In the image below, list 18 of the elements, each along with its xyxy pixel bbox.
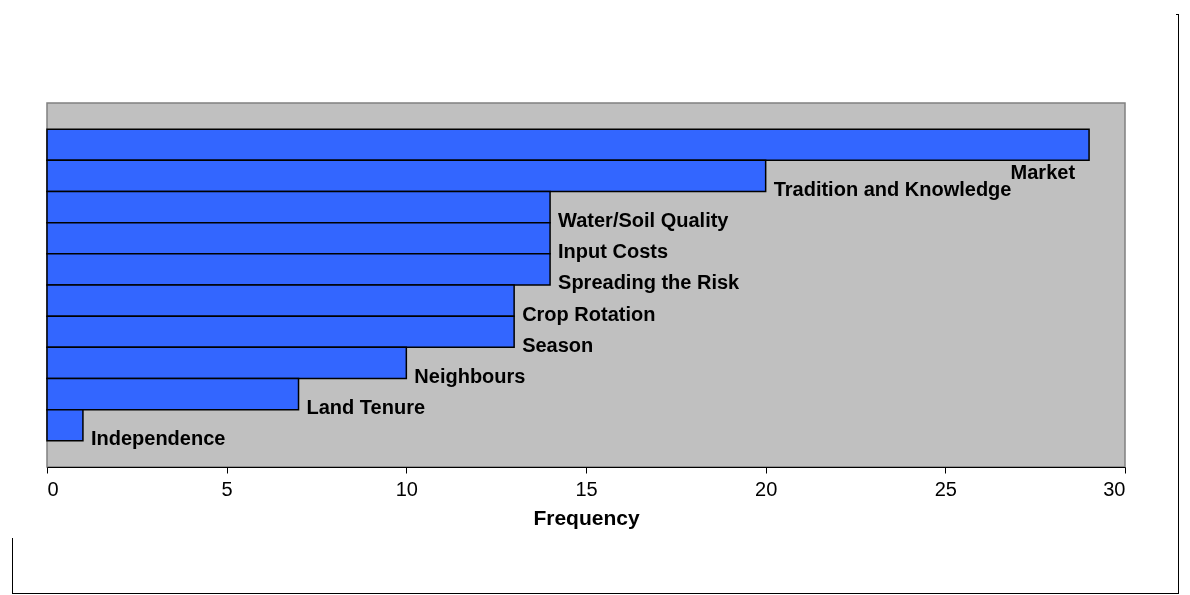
y-tick-label: Crop Rotation <box>522 302 656 325</box>
y-tick-label: Neighbours <box>414 364 526 387</box>
y-tick-label: Land Tenure <box>306 396 426 419</box>
x-tick-label: 0 <box>47 477 59 500</box>
y-tick-label: Spreading the Risk <box>558 271 741 294</box>
y-tick-label: Independence <box>90 427 226 450</box>
x-tick-label: 20 <box>755 477 778 500</box>
y-tick-label: Market <box>1010 160 1076 183</box>
x-tick-label: 10 <box>395 477 418 500</box>
x-axis-title: Frequency <box>533 505 640 529</box>
x-tick-label: 15 <box>575 477 598 500</box>
x-tick-label: 5 <box>221 477 233 500</box>
y-tick-label: Water/Soil Quality <box>558 209 730 232</box>
y-tick-label: Input Costs <box>558 240 669 263</box>
x-tick-label: 25 <box>934 477 957 500</box>
y-tick-label: Season <box>522 333 594 356</box>
x-tick-label: 30 <box>1103 477 1126 500</box>
y-tick-label: Tradition and Knowledge <box>773 177 1012 200</box>
